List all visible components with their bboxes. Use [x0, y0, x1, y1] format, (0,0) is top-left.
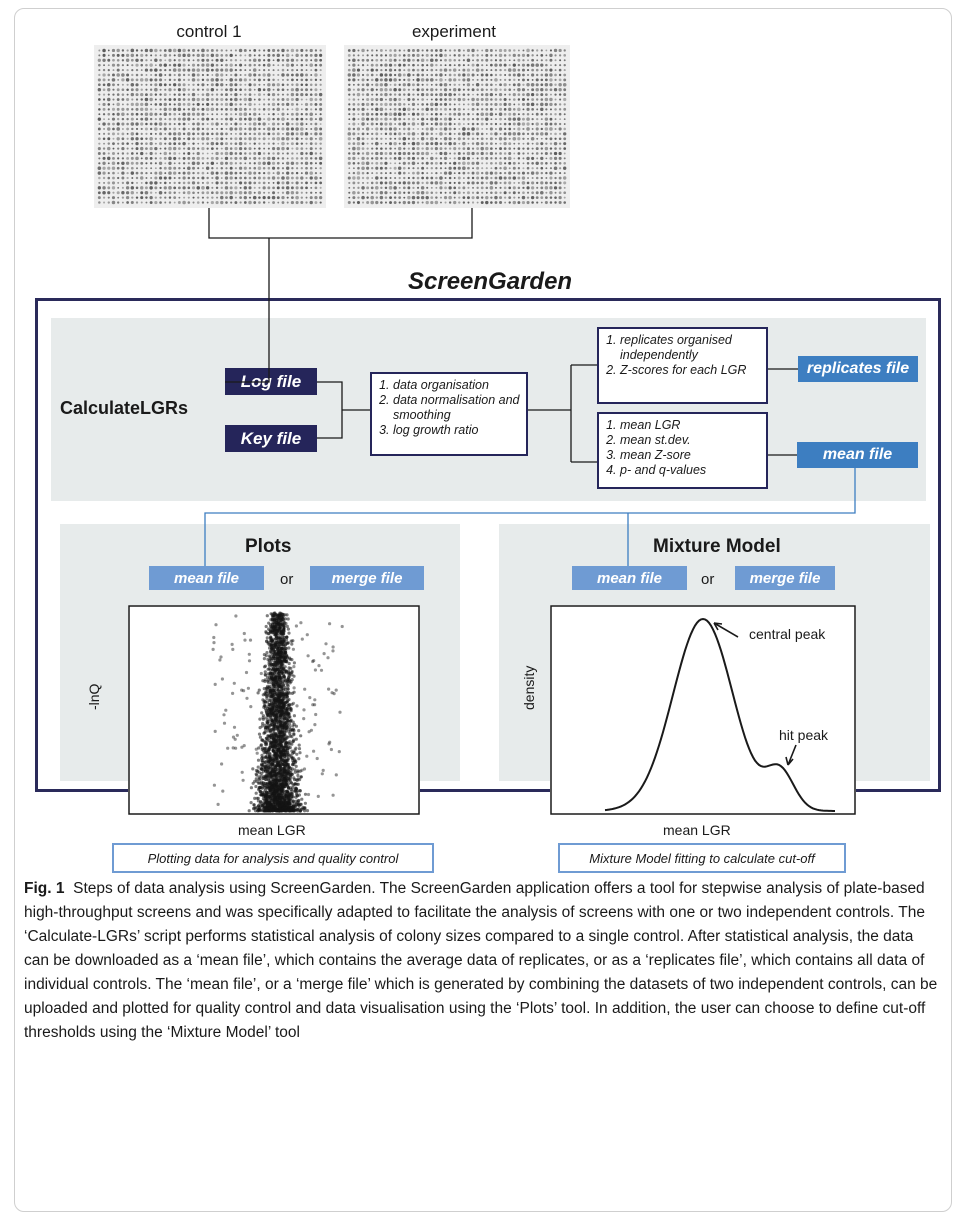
- figure-frame: [14, 8, 952, 1212]
- mean-items-list: mean LGR mean st.dev. mean Z-sore p- and…: [597, 412, 768, 489]
- app-title: ScreenGarden: [408, 268, 573, 295]
- replicates-items-list: replicates organised independently Z-sco…: [597, 327, 768, 404]
- figure-caption-text: Steps of data analysis using ScreenGarde…: [24, 880, 938, 1041]
- density-y-axis-label: density: [521, 665, 537, 710]
- mean-item: mean LGR: [620, 418, 760, 433]
- mean-item: mean Z-sore: [620, 448, 760, 463]
- mixture-caption-box: Mixture Model fitting to calculate cut-o…: [558, 843, 846, 873]
- plots-or-label: or: [280, 571, 294, 588]
- step-item: data organisation: [393, 378, 520, 393]
- hit-peak-label: hit peak: [779, 727, 829, 743]
- experiment-plate-label: experiment: [411, 22, 497, 41]
- plots-caption-box: Plotting data for analysis and quality c…: [112, 843, 434, 873]
- replicates-file-box: replicates file: [798, 356, 918, 382]
- scatter-x-axis-label: mean LGR: [238, 822, 306, 838]
- mean-file-box: mean file: [797, 442, 918, 468]
- mean-item: mean st.dev.: [620, 433, 760, 448]
- plots-mean-file-box: mean file: [149, 566, 264, 590]
- mixture-or-label: or: [701, 571, 715, 588]
- calculate-lgrs-label: CalculateLGRs: [60, 398, 189, 418]
- control-plate-label: control 1: [176, 22, 242, 41]
- mean-item: p- and q-values: [620, 463, 760, 478]
- mixture-mean-file-box: mean file: [572, 566, 687, 590]
- control-plate-image: [94, 45, 326, 208]
- replicates-item: replicates organised independently: [620, 333, 760, 363]
- density-x-axis-label: mean LGR: [663, 822, 731, 838]
- density-plot: [550, 605, 856, 815]
- scatter-y-axis-label: -lnQ: [86, 683, 102, 710]
- mixture-model-title: Mixture Model: [653, 536, 781, 557]
- volcano-scatter-plot: [128, 605, 420, 815]
- central-peak-label: central peak: [749, 626, 826, 642]
- figure-caption: Fig. 1 Steps of data analysis using Scre…: [24, 877, 940, 1207]
- step-item: log growth ratio: [393, 423, 520, 438]
- step-item: data normalisation and smoothing: [393, 393, 520, 423]
- steps-list: data organisation data normalisation and…: [370, 372, 528, 456]
- key-file-box: Key file: [225, 425, 317, 452]
- plots-merge-file-box: merge file: [310, 566, 424, 590]
- mixture-merge-file-box: merge file: [735, 566, 835, 590]
- figure-label: Fig. 1: [24, 880, 65, 897]
- plots-title: Plots: [245, 536, 292, 557]
- replicates-item: Z-scores for each LGR: [620, 363, 760, 378]
- screengarden-box: [35, 298, 941, 792]
- experiment-plate-image: [344, 45, 570, 208]
